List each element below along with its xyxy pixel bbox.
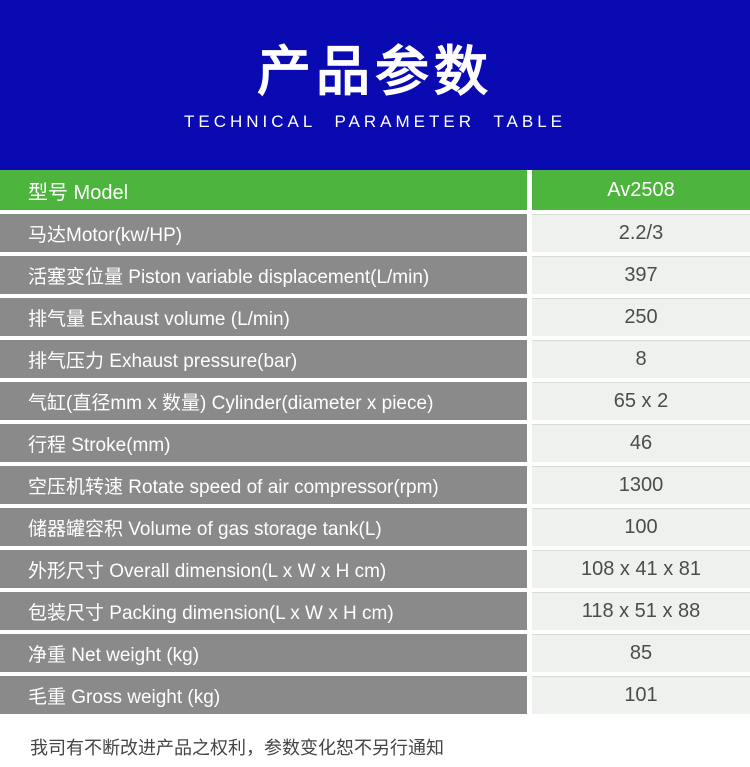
page-header: 产品参数 TECHNICAL PARAMETER TABLE: [0, 0, 750, 170]
param-value-gross-weight: 101: [532, 676, 750, 714]
param-label-piston-displacement: 活塞变位量 Piston variable displacement(L/min…: [0, 256, 527, 294]
param-label-overall-dimension: 外形尺寸 Overall dimension(L x W x H cm): [0, 550, 527, 588]
table-row: 马达Motor(kw/HP) 2.2/3: [0, 214, 750, 252]
param-value-rotate-speed: 1300: [532, 466, 750, 504]
param-value-exhaust-volume: 250: [532, 298, 750, 336]
table-row: 净重 Net weight (kg) 85: [0, 634, 750, 672]
param-label-rotate-speed: 空压机转速 Rotate speed of air compressor(rpm…: [0, 466, 527, 504]
param-value-packing-dimension: 118 x 51 x 88: [532, 592, 750, 630]
table-row: 活塞变位量 Piston variable displacement(L/min…: [0, 256, 750, 294]
param-label-net-weight: 净重 Net weight (kg): [0, 634, 527, 672]
param-value-exhaust-pressure: 8: [532, 340, 750, 378]
table-row: 包装尺寸 Packing dimension(L x W x H cm) 118…: [0, 592, 750, 630]
param-label-packing-dimension: 包装尺寸 Packing dimension(L x W x H cm): [0, 592, 527, 630]
param-value-cylinder: 65 x 2: [532, 382, 750, 420]
param-value-piston-displacement: 397: [532, 256, 750, 294]
table-row: 行程 Stroke(mm) 46: [0, 424, 750, 462]
param-label-cylinder: 气缸(直径mm x 数量) Cylinder(diameter x piece): [0, 382, 527, 420]
param-label-stroke: 行程 Stroke(mm): [0, 424, 527, 462]
param-value-model: Av2508: [532, 170, 750, 210]
spec-table: 型号 Model Av2508 马达Motor(kw/HP) 2.2/3 活塞变…: [0, 170, 750, 714]
disclaimer-note: 我司有不断改进产品之权利，参数变化恕不另行通知: [30, 738, 444, 758]
table-row: 储器罐容积 Volume of gas storage tank(L) 100: [0, 508, 750, 546]
page-title: 产品参数: [257, 41, 493, 102]
table-row: 排气压力 Exhaust pressure(bar) 8: [0, 340, 750, 378]
param-label-exhaust-volume: 排气量 Exhaust volume (L/min): [0, 298, 527, 336]
param-label-gross-weight: 毛重 Gross weight (kg): [0, 676, 527, 714]
param-value-overall-dimension: 108 x 41 x 81: [532, 550, 750, 588]
param-label-motor: 马达Motor(kw/HP): [0, 214, 527, 252]
param-label-exhaust-pressure: 排气压力 Exhaust pressure(bar): [0, 340, 527, 378]
table-row: 毛重 Gross weight (kg) 101: [0, 676, 750, 714]
table-row: 外形尺寸 Overall dimension(L x W x H cm) 108…: [0, 550, 750, 588]
param-label-model: 型号 Model: [0, 170, 527, 210]
model-row: 型号 Model Av2508: [0, 170, 750, 210]
table-row: 排气量 Exhaust volume (L/min) 250: [0, 298, 750, 336]
param-value-motor: 2.2/3: [532, 214, 750, 252]
table-row: 气缸(直径mm x 数量) Cylinder(diameter x piece)…: [0, 382, 750, 420]
param-label-tank-volume: 储器罐容积 Volume of gas storage tank(L): [0, 508, 527, 546]
table-row: 空压机转速 Rotate speed of air compressor(rpm…: [0, 466, 750, 504]
param-value-tank-volume: 100: [532, 508, 750, 546]
param-value-net-weight: 85: [532, 634, 750, 672]
page-subtitle: TECHNICAL PARAMETER TABLE: [184, 111, 566, 131]
param-value-stroke: 46: [532, 424, 750, 462]
